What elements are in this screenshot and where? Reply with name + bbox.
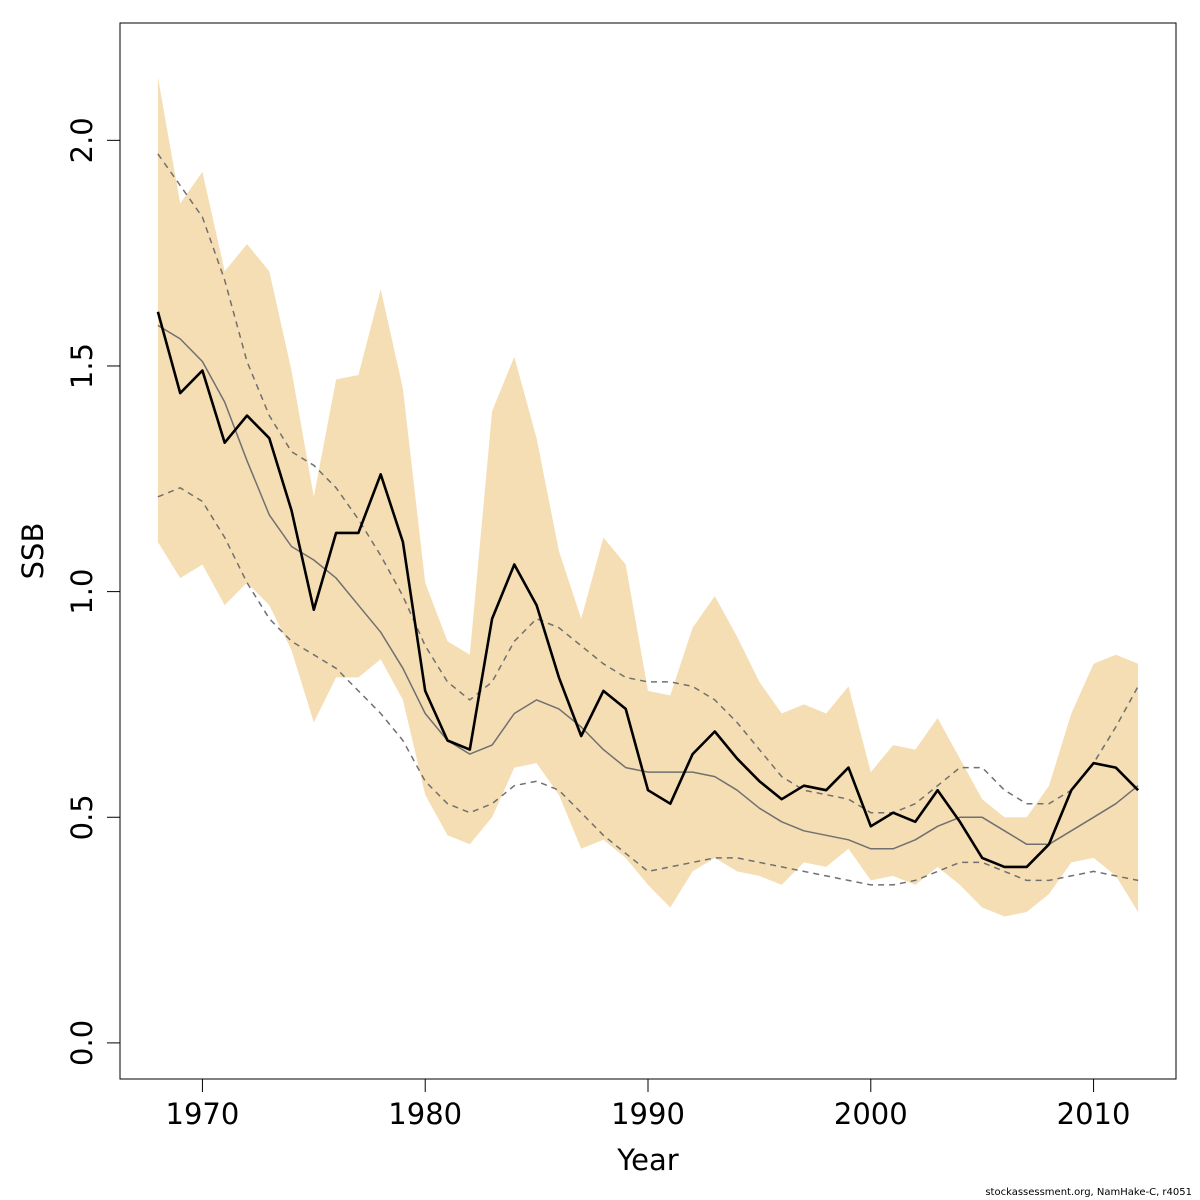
y-tick-label: 0.5 — [65, 794, 99, 840]
y-tick-label: 2.0 — [65, 117, 99, 163]
x-axis-title: Year — [616, 1143, 678, 1177]
y-axis: 0.0 0.5 1.0 1.5 2.0 — [65, 117, 121, 1066]
confidence-band — [157, 77, 1139, 917]
y-tick-label: 0.0 — [65, 1020, 99, 1066]
series-lines-layer — [156, 153, 1140, 886]
confidence-band-layer — [157, 77, 1139, 917]
median-line — [157, 324, 1139, 850]
upper-dashed-line — [157, 153, 1139, 814]
y-axis-title: SSB — [16, 523, 50, 580]
x-tick-label: 1970 — [166, 1097, 240, 1131]
y-tick-label: 1.0 — [65, 569, 99, 615]
footer-credit: stockassessment.org, NamHake-C, r4051 — [985, 1187, 1192, 1198]
estimate-line — [156, 311, 1140, 869]
x-tick-label: 1990 — [611, 1097, 685, 1131]
lower-dashed-line — [157, 487, 1139, 886]
x-axis: 1970 1980 1990 2000 2010 — [166, 1078, 1131, 1131]
x-tick-label: 2010 — [1057, 1097, 1131, 1131]
x-tick-label: 2000 — [834, 1097, 908, 1131]
y-tick-label: 1.5 — [65, 343, 99, 389]
x-tick-label: 1980 — [388, 1097, 462, 1131]
